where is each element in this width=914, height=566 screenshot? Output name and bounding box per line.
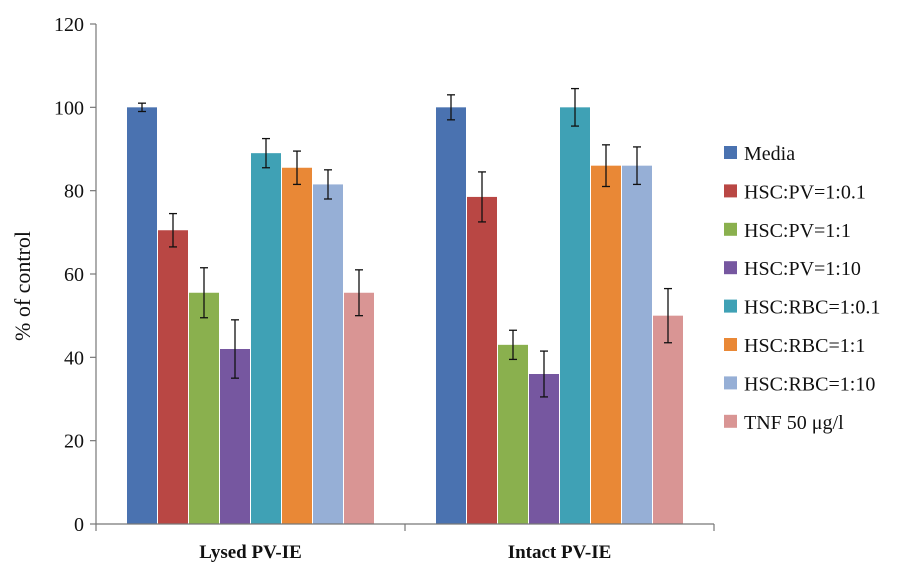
bar: [560, 107, 590, 524]
legend-label: HSC:RBC=1:1: [744, 335, 865, 357]
y-tick-label: 0: [74, 514, 84, 536]
y-tick-label: 60: [64, 264, 84, 286]
bar: [313, 184, 343, 524]
bar: [436, 107, 466, 524]
legend-label: HSC:RBC=1:0.1: [744, 297, 880, 319]
legend-swatch: [724, 184, 737, 198]
legend-swatch: [724, 338, 737, 351]
y-tick-label: 40: [64, 347, 84, 369]
bar: [251, 153, 281, 524]
legend-label: HSC:PV=1:10: [744, 258, 861, 280]
y-tick-label: 80: [64, 181, 84, 203]
x-category-label: Intact PV-IE: [508, 542, 612, 563]
bar: [189, 292, 219, 524]
legend-swatch: [724, 299, 737, 313]
legend-label: Media: [744, 143, 795, 165]
legend-swatch: [724, 146, 737, 159]
bar: [529, 374, 559, 524]
bar: [282, 167, 312, 524]
legend-swatch: [724, 261, 737, 275]
bar: [158, 230, 188, 524]
y-tick-label: 120: [54, 14, 84, 36]
legend-label: HSC:RBC=1:10: [744, 373, 875, 395]
legend-label: TNF 50 μg/l: [744, 412, 844, 434]
bar: [467, 196, 497, 524]
bar: [344, 292, 374, 524]
legend-label: HSC:PV=1:0.1: [744, 181, 866, 203]
bar: [653, 315, 683, 524]
legend-swatch: [724, 414, 737, 428]
legend-label: HSC:PV=1:1: [744, 220, 851, 242]
y-tick-label: 100: [54, 97, 84, 119]
bars: [127, 87, 683, 524]
y-axis-title: % of control: [10, 231, 35, 341]
legend-swatch: [724, 222, 737, 236]
y-tick-label: 20: [64, 431, 84, 453]
x-category-label: Lysed PV-IE: [199, 542, 302, 563]
bar: [622, 165, 652, 524]
bar: [498, 344, 528, 524]
y-axis: 0 20 40 60 80 100 120: [54, 14, 97, 536]
bar: [127, 107, 157, 524]
x-axis: Lysed PV-IE Intact PV-IE: [95, 523, 715, 563]
legend: Media HSC:PV=1:0.1 HSC:PV=1:1 HSC:PV=1:10 HS…: [724, 143, 880, 434]
legend-swatch: [724, 376, 737, 390]
bar: [591, 165, 621, 524]
